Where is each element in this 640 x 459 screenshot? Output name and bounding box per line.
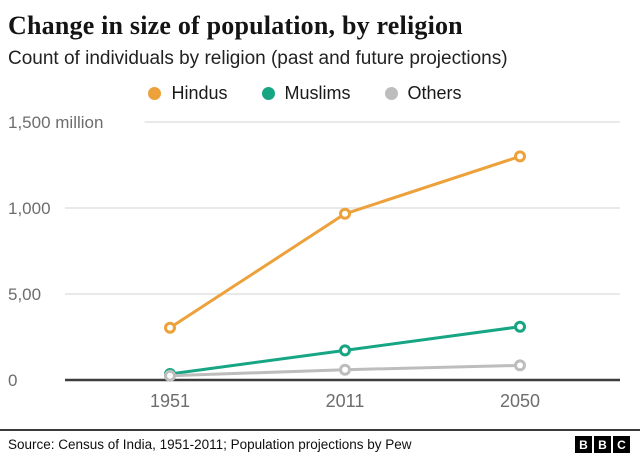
data-point-others-2050 xyxy=(514,359,526,372)
y-tick-label: 1,500 million xyxy=(8,113,103,132)
chart-area: 0 5,00 1,000 1,500 million 1951 2011 2050 xyxy=(0,104,640,429)
population-chart: 0 5,00 1,000 1,500 million 1951 2011 2050 xyxy=(8,113,620,411)
bbc-logo-letter: B xyxy=(594,436,611,453)
data-point-hindus-2011 xyxy=(339,207,351,220)
data-point-muslims-2011 xyxy=(339,344,351,357)
legend-label: Hindus xyxy=(171,83,228,104)
x-tick-label-1951: 1951 xyxy=(150,391,190,411)
x-tick-label-2050: 2050 xyxy=(500,391,540,411)
data-point-others-1951 xyxy=(164,369,176,382)
data-point-muslims-2050 xyxy=(514,320,526,333)
chart-footer: Source: Census of India, 1951-2011; Popu… xyxy=(0,429,640,459)
source-text: Source: Census of India, 1951-2011; Popu… xyxy=(8,437,412,452)
x-tick-label-2011: 2011 xyxy=(326,391,365,411)
legend-dot xyxy=(384,87,398,101)
bbc-logo-letter: C xyxy=(613,436,630,453)
chart-header: Change in size of population, by religio… xyxy=(0,0,640,70)
data-point-others-2011 xyxy=(339,363,351,376)
data-point-hindus-1951 xyxy=(164,321,176,334)
legend-dot xyxy=(261,87,275,101)
legend-label: Muslims xyxy=(284,83,351,104)
chart-subtitle: Count of individuals by religion (past a… xyxy=(8,48,508,70)
y-tick-label: 1,000 xyxy=(8,199,51,218)
legend-item-muslims: Muslims xyxy=(261,83,351,104)
bbc-logo-letter: B xyxy=(575,436,592,453)
y-tick-label: 5,00 xyxy=(8,285,41,304)
chart-title: Change in size of population, by religio… xyxy=(8,11,463,40)
series-line-hindus xyxy=(168,155,522,330)
chart-legend: Hindus Muslims Others xyxy=(0,83,640,104)
legend-item-hindus: Hindus xyxy=(148,83,228,104)
legend-item-others: Others xyxy=(384,83,462,104)
legend-label: Others xyxy=(407,83,462,104)
y-tick-label: 0 xyxy=(8,371,17,390)
legend-dot xyxy=(148,87,162,101)
data-point-hindus-2050 xyxy=(514,150,526,163)
